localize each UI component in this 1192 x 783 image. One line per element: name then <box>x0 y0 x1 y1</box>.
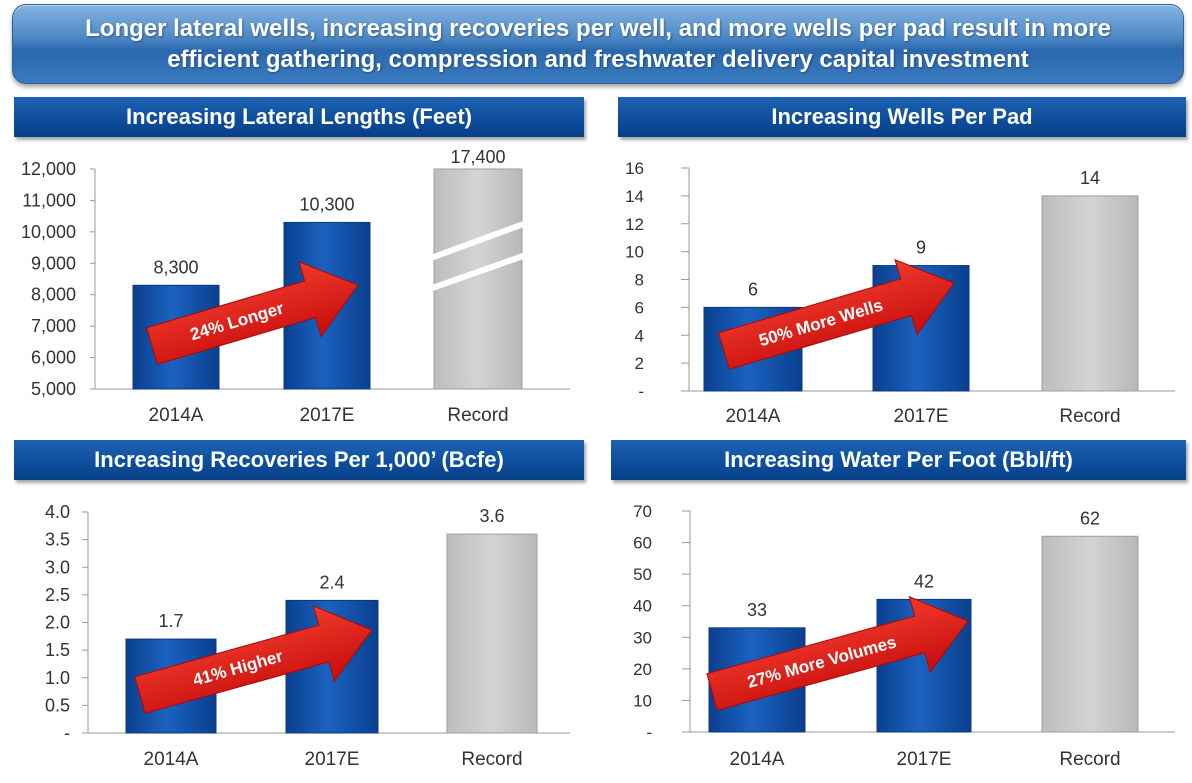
chart-title-wells-per-pad: Increasing Wells Per Pad <box>618 97 1186 137</box>
banner-line-2: efficient gathering, compression and fre… <box>167 46 1029 73</box>
y-tick-label: 12 <box>625 215 644 234</box>
y-tick-label: 2.0 <box>45 613 70 633</box>
y-tick-label: 50 <box>633 565 652 584</box>
arrow-shape <box>717 258 955 370</box>
chart-recoveries: - 0.5 1.0 1.5 2.0 2.5 3.0 3.5 4.0 1.7 2014A 2.4 2017… <box>45 502 570 770</box>
y-tick-label: 3.5 <box>45 530 70 550</box>
y-tick-label: 10 <box>633 691 652 710</box>
y-tick-label: 2 <box>635 354 644 373</box>
value-label: 3.6 <box>479 506 504 526</box>
y-tick-label: 4 <box>635 326 644 345</box>
value-label: 1.7 <box>158 611 183 631</box>
bar-record <box>433 168 523 390</box>
bar-record <box>446 533 538 734</box>
y-tick-label: 6 <box>635 298 644 317</box>
arrow-shape <box>145 260 359 365</box>
y-tick-label: 12,000 <box>21 159 76 179</box>
y-tick-label: 7,000 <box>31 316 76 336</box>
axis-break-mark <box>417 247 541 296</box>
chart-lateral-lengths: 5,000 6,000 7,000 8,000 9,000 10,000 11,000 12,… <box>21 147 570 426</box>
value-label: 17,400 <box>450 147 505 167</box>
y-tick-label: 16 <box>625 159 644 178</box>
value-label: 10,300 <box>299 194 354 214</box>
chart-title-lateral-lengths: Increasing Lateral Lengths (Feet) <box>14 97 584 137</box>
x-category-label: Record <box>447 405 508 426</box>
y-tick-label: 9,000 <box>31 253 76 273</box>
y-tick-label: - <box>64 723 70 743</box>
banner-text: Longer lateral wells, increasing recover… <box>23 13 1173 75</box>
y-tick-label: - <box>638 382 644 401</box>
arrow-shape <box>706 595 969 711</box>
axis-break-mark <box>418 215 542 265</box>
banner-line-1: Longer lateral wells, increasing recover… <box>85 15 1111 42</box>
x-category-label: Record <box>461 749 522 770</box>
x-category-label: Record <box>1059 406 1120 427</box>
y-tick-label: 20 <box>633 660 652 679</box>
y-tick-label: 0.5 <box>45 695 70 715</box>
x-category-label: 2014A <box>149 405 204 426</box>
y-tick-label: 14 <box>625 187 644 206</box>
y-tick-label: 2.5 <box>45 585 70 605</box>
y-tick-label: 10,000 <box>21 222 76 242</box>
value-label: 42 <box>914 571 934 591</box>
x-category-label: 2017E <box>305 749 360 770</box>
y-tick-label: 8,000 <box>31 285 76 305</box>
chart-title-water-per-foot: Increasing Water Per Foot (Bbl/ft) <box>611 440 1186 480</box>
x-category-label: 2014A <box>144 749 199 770</box>
x-category-label: 2017E <box>897 749 952 770</box>
chart-title-recoveries: Increasing Recoveries Per 1,000’ (Bcfe) <box>14 440 584 480</box>
value-label: 9 <box>916 238 926 258</box>
x-category-label: 2017E <box>300 405 355 426</box>
y-tick-label: 11,000 <box>22 190 76 210</box>
value-label: 62 <box>1080 508 1100 528</box>
y-tick-label: 3.0 <box>45 557 70 577</box>
x-category-label: 2014A <box>726 406 781 427</box>
y-tick-label: 8 <box>635 271 644 290</box>
y-tick-label: 60 <box>633 534 652 553</box>
y-tick-label: 6,000 <box>31 348 76 368</box>
value-label: 14 <box>1080 168 1100 188</box>
chart-water-per-foot: -10203040506070332014A422017E62Record27%… <box>633 502 1175 770</box>
header-banner: Longer lateral wells, increasing recover… <box>12 4 1184 84</box>
y-tick-label: 30 <box>633 628 652 647</box>
x-category-label: 2014A <box>730 749 785 770</box>
y-tick-label: 1.5 <box>45 640 70 660</box>
value-label: 6 <box>748 279 758 299</box>
x-category-label: 2017E <box>894 406 949 427</box>
y-tick-label: - <box>646 723 652 742</box>
bar-record <box>1041 535 1139 733</box>
y-tick-label: 1.0 <box>45 668 70 688</box>
y-tick-label: 40 <box>633 597 652 616</box>
y-tick-label: 10 <box>625 243 644 262</box>
y-tick-label: 5,000 <box>31 379 76 399</box>
bar-record <box>1041 195 1139 392</box>
y-tick-label: 70 <box>633 502 652 521</box>
value-label: 33 <box>747 600 767 620</box>
y-tick-label: 4.0 <box>45 502 70 522</box>
x-category-label: Record <box>1059 749 1120 770</box>
value-label: 8,300 <box>153 257 198 277</box>
arrow-shape <box>134 605 373 714</box>
value-label: 2.4 <box>319 572 344 592</box>
